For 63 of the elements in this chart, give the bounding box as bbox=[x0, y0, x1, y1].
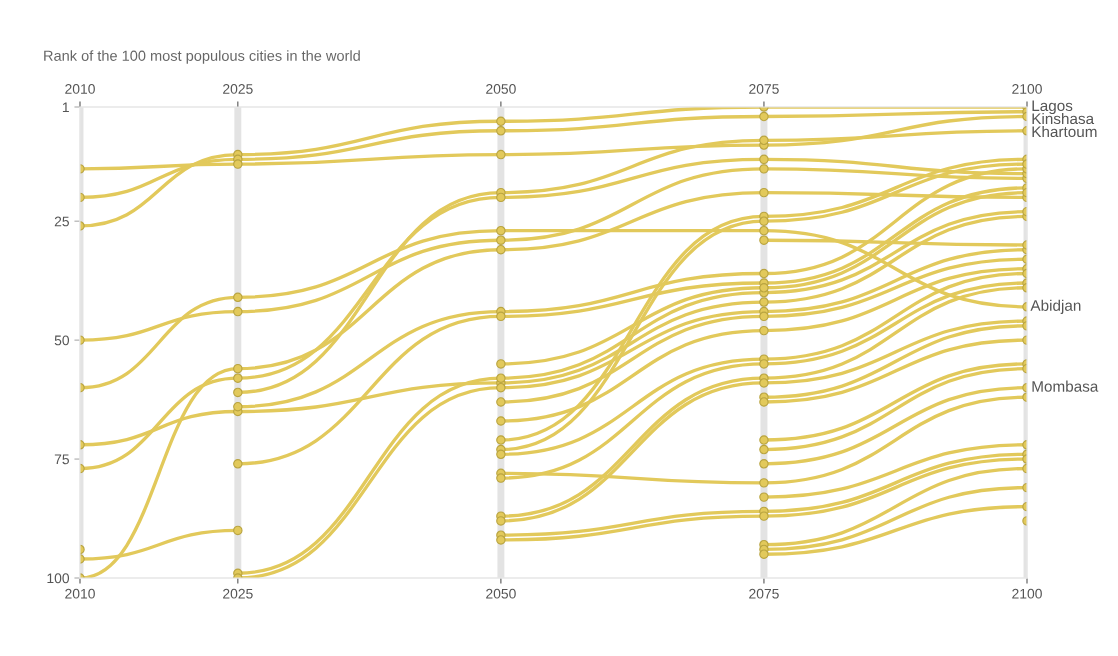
point bbox=[759, 154, 769, 165]
x-tick-label: 2100 bbox=[1012, 588, 1042, 599]
series-label: Mombasa bbox=[1032, 380, 1099, 392]
y-tick-label: 100 bbox=[47, 573, 70, 584]
point bbox=[233, 306, 243, 317]
series-label: Abidjan bbox=[1030, 299, 1081, 314]
point bbox=[759, 283, 769, 293]
point bbox=[496, 311, 506, 322]
point bbox=[496, 535, 506, 545]
point bbox=[759, 135, 769, 146]
y-tick-label: 25 bbox=[54, 216, 69, 227]
chart-title: Rank of the 100 most populous cities in the world bbox=[44, 50, 360, 64]
point bbox=[233, 387, 243, 398]
point bbox=[496, 473, 506, 483]
point bbox=[496, 126, 506, 136]
point bbox=[496, 435, 506, 445]
point bbox=[496, 235, 506, 245]
series-label: Lagos bbox=[1032, 100, 1073, 115]
point bbox=[759, 216, 769, 226]
point bbox=[496, 449, 506, 460]
x-tick-label: 2025 bbox=[223, 588, 253, 599]
x2-tick-label: 2100 bbox=[1012, 84, 1042, 94]
y-tick-label: 75 bbox=[54, 454, 69, 465]
point bbox=[496, 516, 506, 526]
point bbox=[759, 311, 769, 322]
point bbox=[233, 292, 243, 303]
point bbox=[759, 378, 769, 388]
point bbox=[233, 459, 243, 469]
point bbox=[759, 511, 769, 521]
point bbox=[759, 478, 769, 488]
point bbox=[496, 149, 506, 160]
point bbox=[759, 225, 769, 236]
series-label: Kinshasa bbox=[1032, 112, 1095, 125]
point bbox=[759, 268, 769, 279]
point bbox=[759, 359, 769, 369]
point bbox=[496, 373, 506, 383]
point bbox=[496, 382, 506, 393]
x-tick-label: 2075 bbox=[749, 588, 779, 599]
x2-tick-label: 2075 bbox=[749, 84, 779, 94]
point bbox=[496, 116, 506, 126]
point bbox=[233, 402, 243, 412]
point bbox=[233, 363, 243, 374]
point bbox=[759, 297, 769, 307]
point bbox=[496, 225, 506, 236]
y-tick-label: 1 bbox=[62, 102, 69, 113]
point bbox=[759, 111, 769, 122]
x2-tick-label: 2025 bbox=[223, 84, 253, 94]
point bbox=[759, 187, 769, 198]
x2-tick-label: 2010 bbox=[65, 84, 95, 94]
x-tick-label: 2010 bbox=[65, 588, 95, 599]
point bbox=[233, 159, 243, 169]
y-tick-label: 50 bbox=[54, 335, 70, 346]
point bbox=[759, 164, 769, 174]
point bbox=[233, 373, 243, 383]
point bbox=[496, 397, 506, 407]
point bbox=[496, 192, 506, 203]
point bbox=[496, 416, 506, 426]
series-label: Khartoum bbox=[1032, 125, 1097, 138]
point bbox=[759, 325, 769, 336]
x2-tick-label: 2050 bbox=[486, 84, 516, 94]
x-tick-label: 2050 bbox=[486, 588, 516, 599]
point bbox=[496, 245, 506, 255]
point bbox=[496, 359, 506, 369]
